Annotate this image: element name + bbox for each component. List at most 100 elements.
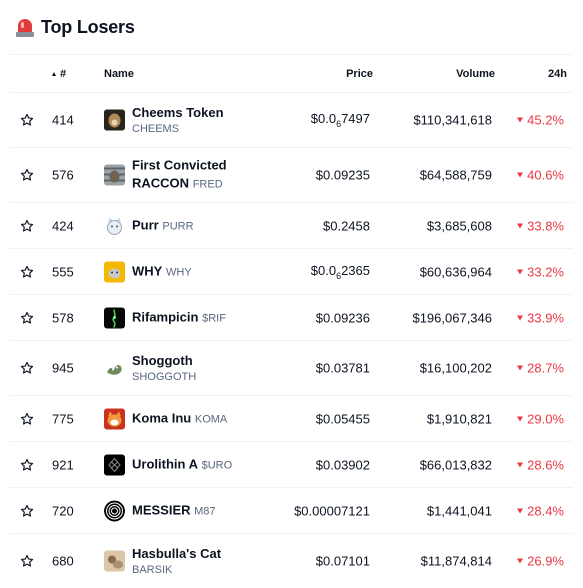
- star-icon[interactable]: [20, 412, 34, 426]
- section-title: Top Losers: [41, 16, 135, 37]
- price-change-24h: 28.4%: [517, 503, 564, 518]
- coin-symbol: FRED: [192, 178, 223, 191]
- coin-price: $0.067497: [310, 111, 370, 129]
- coin-name-cell[interactable]: Shoggoth SHOGGOTH: [132, 352, 196, 384]
- siren-icon: [15, 16, 35, 38]
- coin-name-cell[interactable]: Urolithin A $URO: [132, 455, 232, 474]
- coin-name: MESSIER: [132, 502, 191, 517]
- coin-name-cell[interactable]: Hasbulla's Cat BARSIK: [132, 545, 221, 577]
- star-icon[interactable]: [20, 554, 34, 568]
- coin-name-cell[interactable]: MESSIER M87: [132, 501, 216, 520]
- coin-name-cell[interactable]: First Convicted RACCON FRED: [132, 157, 227, 194]
- star-icon[interactable]: [20, 361, 34, 375]
- losers-table: # Name Price Volume 24h 414 Cheems Token…: [10, 54, 573, 588]
- table-row[interactable]: 945 Shoggoth SHOGGOTH $0.03781 $16,100,2…: [10, 340, 573, 395]
- coin-volume: $1,441,041: [426, 503, 492, 518]
- star-icon[interactable]: [20, 219, 34, 233]
- price-change-24h: 28.6%: [517, 457, 564, 472]
- rank-number: 414: [52, 112, 74, 128]
- coin-volume: $196,067,346: [412, 310, 492, 325]
- table-row[interactable]: 720 MESSIER M87 $0.00007121 $1,441,041 2…: [10, 487, 573, 533]
- table-row[interactable]: 555 WHY WHY $0.062365 $60,636,964 33.2%: [10, 248, 573, 294]
- price-change-24h: 26.9%: [517, 554, 564, 569]
- coin-volume: $60,636,964: [419, 264, 492, 279]
- coin-symbol: $RIF: [202, 312, 226, 324]
- sort-ascending-icon: [52, 72, 56, 76]
- table-header: # Name Price Volume 24h: [10, 55, 573, 92]
- column-header-volume[interactable]: Volume: [456, 68, 495, 80]
- coin-name: Hasbulla's Cat: [132, 546, 222, 561]
- coin-name: Rifampicin: [132, 309, 199, 324]
- column-header-price[interactable]: Price: [346, 68, 373, 80]
- star-icon[interactable]: [20, 265, 34, 279]
- coin-name-cell[interactable]: Purr PURR: [132, 216, 194, 235]
- star-icon[interactable]: [20, 168, 34, 182]
- column-header-rank[interactable]: #: [52, 68, 66, 80]
- column-header-24h[interactable]: 24h: [548, 68, 567, 80]
- coin-logo: [104, 307, 125, 328]
- price-change-24h: 29.0%: [517, 411, 564, 426]
- table-row[interactable]: 576 First Convicted RACCON FRED $0.09235…: [10, 147, 573, 202]
- rank-number: 921: [52, 457, 74, 472]
- rank-number: 720: [52, 503, 74, 518]
- coin-name-cell[interactable]: Koma Inu KOMA: [132, 409, 227, 428]
- coin-name: WHY: [132, 263, 163, 278]
- star-icon[interactable]: [20, 113, 34, 127]
- coin-logo: [104, 261, 125, 282]
- rank-number: 576: [52, 167, 74, 183]
- table-row[interactable]: 775 Koma Inu KOMA $0.05455 $1,910,821 29…: [10, 395, 573, 441]
- coin-volume: $66,013,832: [419, 457, 492, 472]
- coin-price: $0.062365: [310, 262, 370, 281]
- table-row[interactable]: 578 Rifampicin $RIF $0.09236 $196,067,34…: [10, 294, 573, 340]
- caret-down-icon: [517, 315, 524, 320]
- coin-price: $0.03902: [315, 457, 370, 472]
- caret-down-icon: [517, 117, 524, 123]
- coin-symbol: KOMA: [194, 413, 228, 425]
- coin-price: $0.09235: [315, 167, 370, 183]
- coin-symbol: WHY: [165, 266, 192, 278]
- caret-down-icon: [517, 416, 524, 421]
- rank-number: 555: [52, 264, 74, 279]
- coin-name: Cheems Token: [132, 105, 224, 120]
- coin-symbol: $URO: [201, 459, 233, 471]
- coin-symbol: CHEEMS: [132, 123, 180, 135]
- price-change-24h: 40.6%: [517, 168, 564, 183]
- coin-name: First Convicted: [132, 157, 227, 173]
- coin-price: $0.2458: [323, 218, 370, 233]
- coin-volume: $1,910,821: [426, 411, 492, 426]
- coin-symbol: PURR: [162, 220, 194, 232]
- coin-price: $0.09236: [315, 310, 370, 325]
- rank-number: 775: [52, 411, 74, 426]
- coin-logo: [104, 109, 125, 131]
- coin-volume: $11,874,814: [420, 553, 492, 569]
- table-row[interactable]: 424 Purr PURR $0.2458 $3,685,608 33.8%: [10, 202, 573, 248]
- coin-logo: [104, 454, 125, 475]
- coin-price: $0.05455: [315, 411, 370, 426]
- coin-volume: $16,100,202: [419, 360, 492, 376]
- price-change-24h: 33.9%: [517, 310, 564, 325]
- price-change-24h: 33.8%: [517, 218, 564, 233]
- rank-number: 578: [52, 310, 74, 325]
- table-row[interactable]: 414 Cheems Token CHEEMS $0.067497 $110,3…: [10, 92, 573, 147]
- coin-logo: [104, 408, 125, 429]
- caret-down-icon: [517, 508, 524, 513]
- coin-price: $0.00007121: [294, 503, 370, 518]
- table-row[interactable]: 680 Hasbulla's Cat BARSIK $0.07101 $11,8…: [10, 533, 573, 588]
- coin-name-cell[interactable]: Cheems Token CHEEMS: [132, 104, 224, 136]
- coin-symbol: M87: [194, 505, 216, 517]
- price-change-24h: 45.2%: [517, 113, 564, 128]
- price-change-24h: 28.7%: [517, 361, 564, 376]
- coin-name-cell[interactable]: Rifampicin $RIF: [132, 308, 226, 327]
- coin-price: $0.03781: [315, 360, 370, 376]
- column-header-name[interactable]: Name: [104, 68, 134, 80]
- coin-name-cell[interactable]: WHY WHY: [132, 262, 192, 281]
- coin-logo: [104, 500, 125, 521]
- table-row[interactable]: 921 Urolithin A $URO $0.03902 $66,013,83…: [10, 441, 573, 487]
- star-icon[interactable]: [20, 458, 34, 472]
- caret-down-icon: [517, 558, 524, 564]
- star-icon[interactable]: [20, 504, 34, 518]
- coin-name: Urolithin A: [132, 456, 198, 471]
- coin-symbol: BARSIK: [132, 564, 173, 576]
- star-icon[interactable]: [20, 311, 34, 325]
- rank-number: 424: [52, 218, 74, 233]
